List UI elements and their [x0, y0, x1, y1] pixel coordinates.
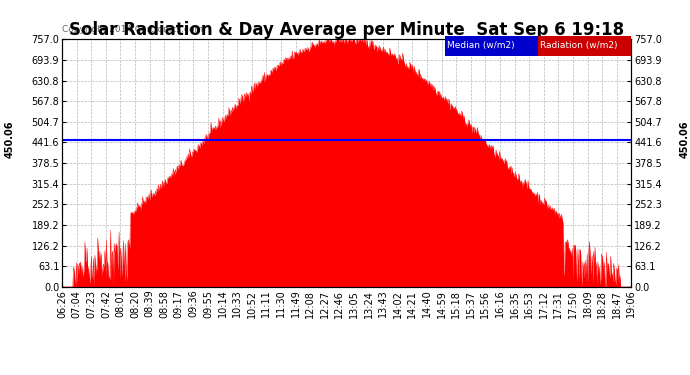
Text: 450.06: 450.06: [4, 121, 14, 159]
Text: 450.06: 450.06: [679, 121, 689, 159]
Text: Median (w/m2): Median (w/m2): [447, 42, 515, 51]
Title: Solar Radiation & Day Average per Minute  Sat Sep 6 19:18: Solar Radiation & Day Average per Minute…: [69, 21, 624, 39]
Text: Radiation (w/m2): Radiation (w/m2): [540, 42, 618, 51]
Text: Copyright 2014 Cartronics.com: Copyright 2014 Cartronics.com: [62, 26, 204, 34]
